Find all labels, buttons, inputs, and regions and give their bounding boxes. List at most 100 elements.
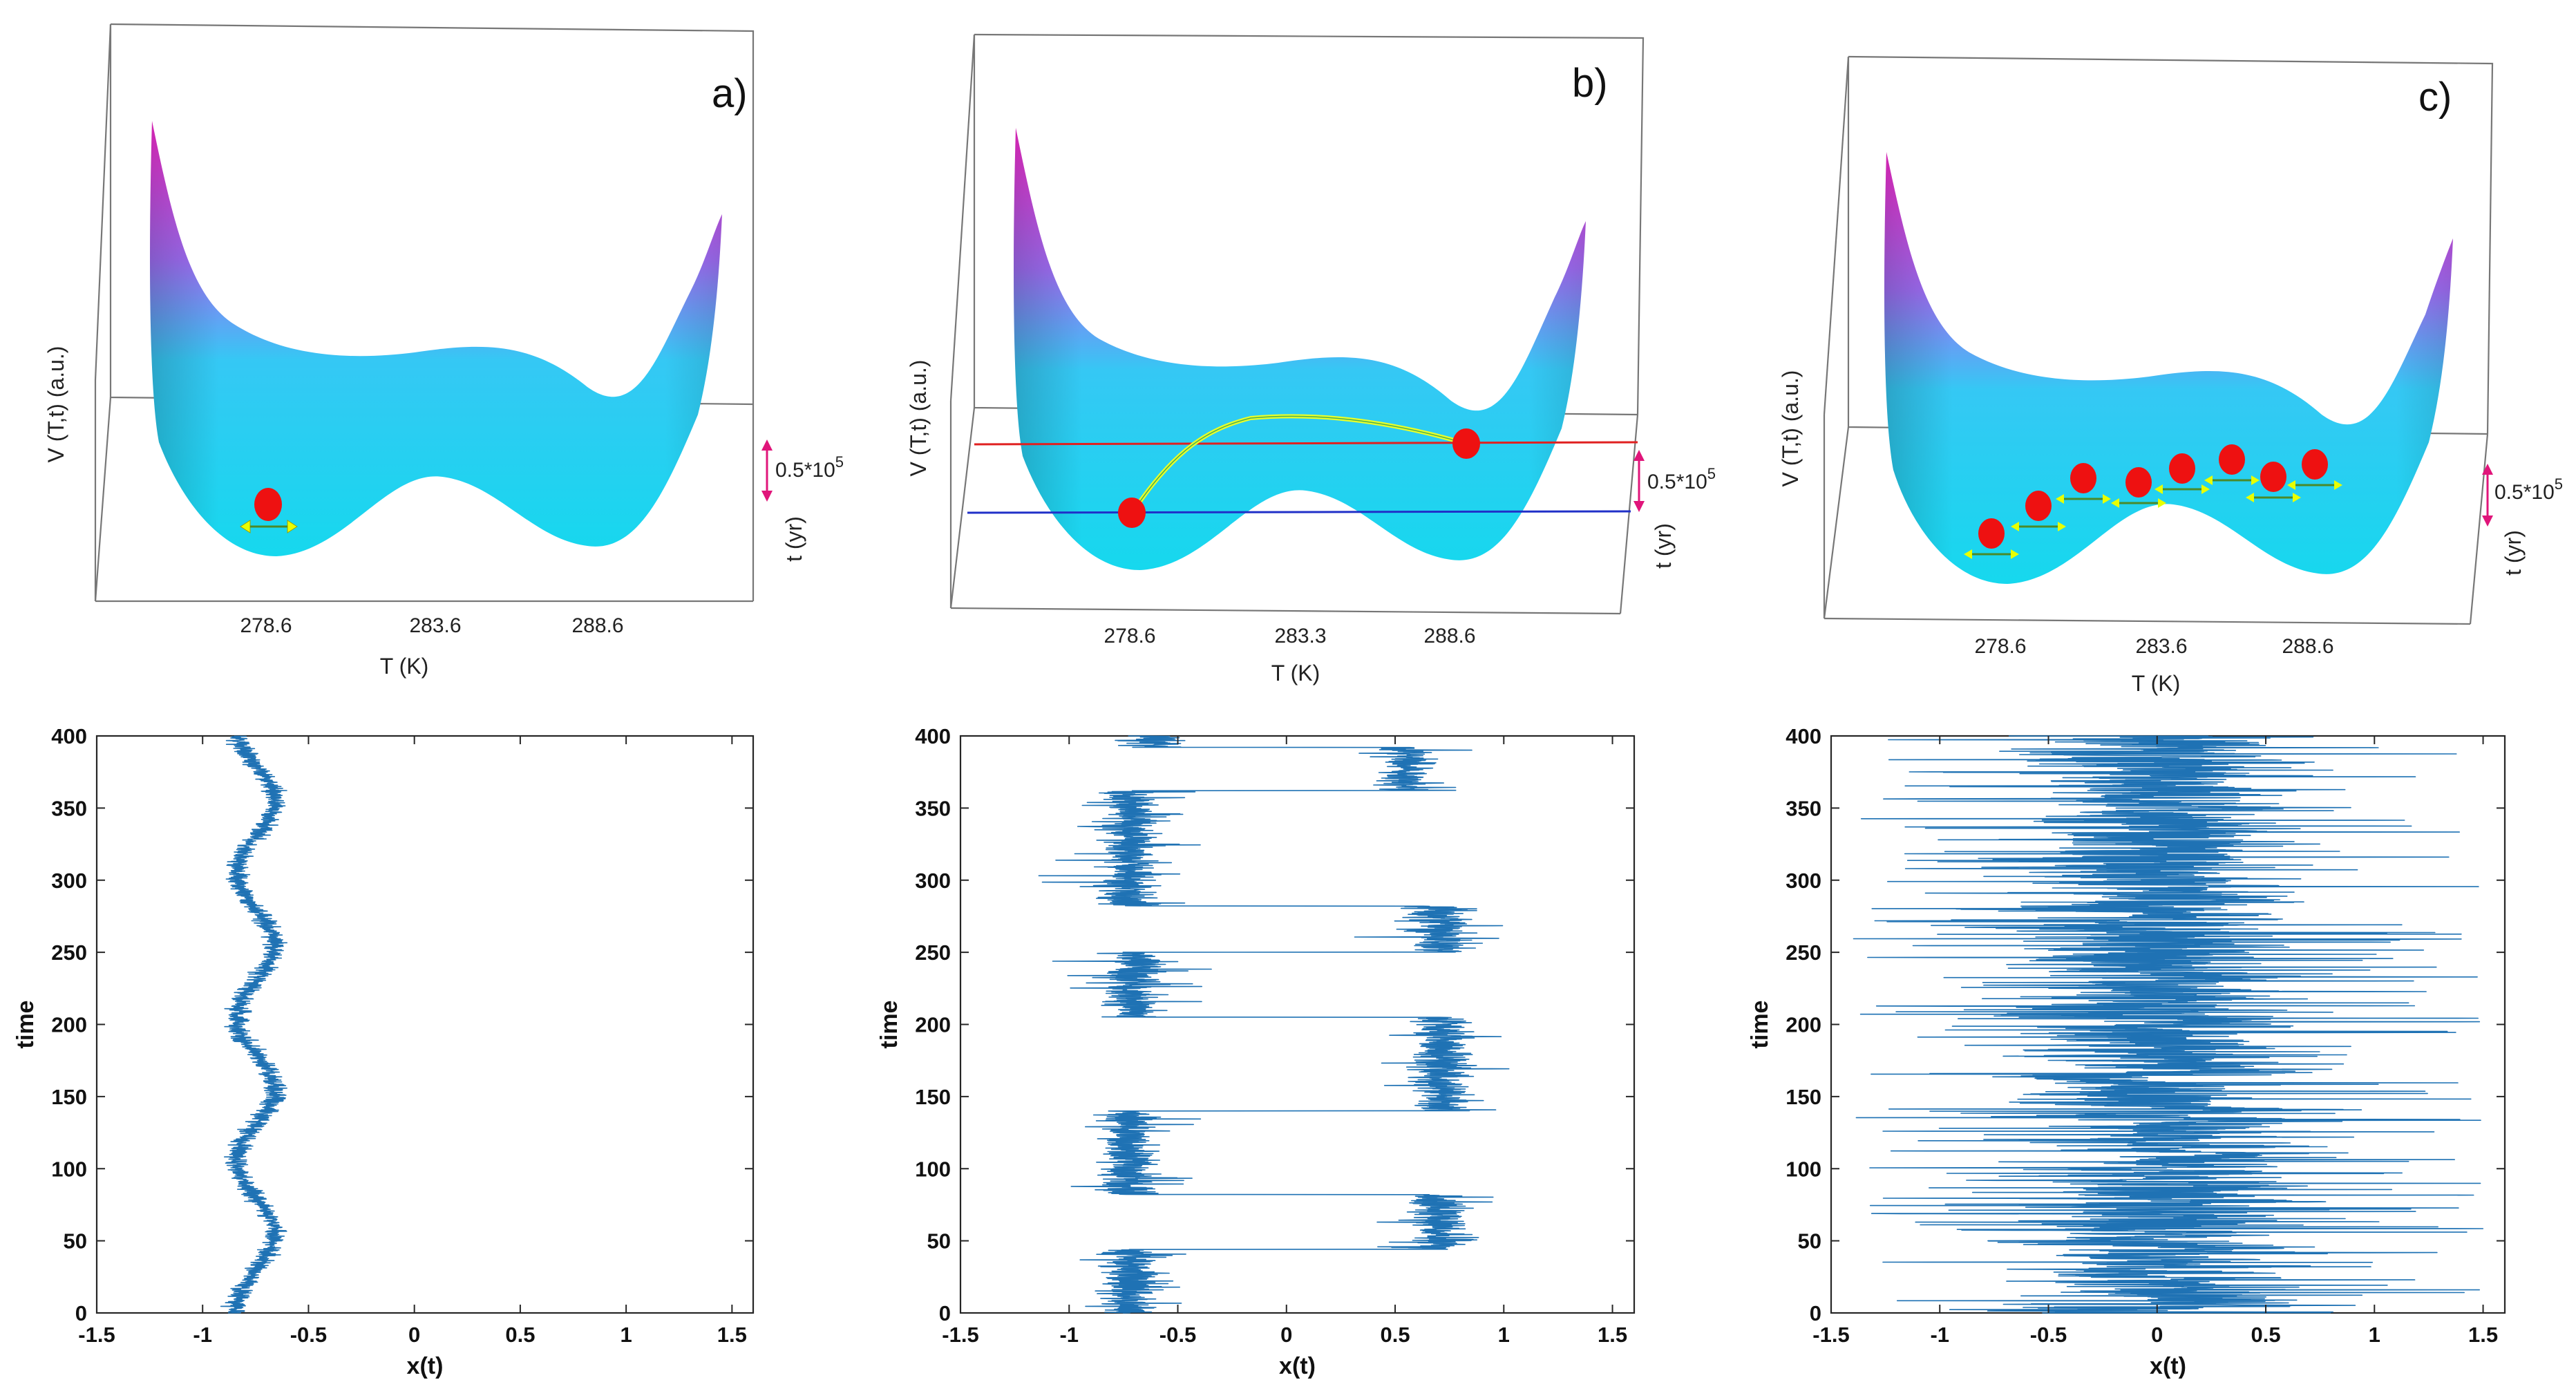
y-tick-label: 350: [915, 796, 951, 820]
panel-c-particles: [1964, 444, 2342, 559]
panel-a-zlabel: t (yr): [782, 516, 806, 562]
x-tick-label: 0: [408, 1323, 420, 1347]
x-tick-label: 1.5: [717, 1323, 747, 1347]
panel-a-xlabel: T (K): [380, 654, 429, 679]
y-tick-label: 100: [915, 1157, 951, 1181]
x-tick-label: 0: [1280, 1323, 1292, 1347]
y-tick-label: 350: [51, 796, 87, 820]
x-tick-label: -1.5: [1812, 1323, 1849, 1347]
y-tick-label: 200: [51, 1013, 87, 1037]
panel-c-xtick-1: 278.6: [1974, 635, 2026, 658]
panel-a-arrow-icon: [240, 520, 298, 533]
panel-b-x-ticks: 278.6 283.3 288.6: [1104, 625, 1475, 647]
x-tick-label: 0.5: [1380, 1323, 1410, 1347]
panel-a-xtick-1: 278.6: [240, 614, 292, 637]
panel-a-potential: a) 278.6 283.6 288.6 T (K) V (T,t) (a.u.…: [44, 23, 844, 679]
y-tick-label: 300: [51, 869, 87, 893]
timeseries-c: -1.5 -1 -0.5 0 0.5 1 1.5 0 50 100 150 200 250 300 350 4…: [1747, 724, 2506, 1379]
y-tick-label: 300: [915, 869, 951, 893]
panel-a-xtick-2: 283.6: [409, 614, 461, 637]
y-tick-label: 50: [64, 1229, 87, 1254]
y-axis-label: time: [876, 1001, 902, 1049]
panel-a-ylabel: V (T,t) (a.u.): [44, 346, 68, 463]
x-axis-label: x(t): [2150, 1353, 2186, 1379]
panel-b-xtick-2: 283.3: [1274, 625, 1326, 647]
y-tick-label: 0: [75, 1301, 87, 1325]
y-tick-label: 100: [51, 1157, 87, 1181]
y-axis-label: time: [12, 1001, 39, 1049]
panel-a-x-ticks: 278.6 283.6 288.6: [240, 614, 623, 637]
y-tick-label: 250: [1786, 940, 1821, 965]
y-tick-label: 0: [1810, 1301, 1821, 1325]
x-tick-label: -0.5: [2030, 1323, 2067, 1347]
x-tick-label: 1.5: [2468, 1323, 2498, 1347]
x-tick-label: 1: [2369, 1323, 2380, 1347]
x-tick-label: -1: [1059, 1323, 1079, 1347]
y-tick-label: 150: [1786, 1085, 1821, 1109]
y-tick-label: 100: [1786, 1157, 1821, 1181]
y-tick-label: 200: [1786, 1013, 1821, 1037]
y-tick-label: 0: [939, 1301, 951, 1325]
panel-b-xlabel: T (K): [1271, 661, 1320, 685]
y-tick-label: 150: [51, 1085, 87, 1109]
panel-c-particle: [2154, 453, 2210, 494]
x-tick-label: -0.5: [290, 1323, 327, 1347]
panel-b-potential: b) 278.6 283.3 288.6 T (K) V (T,t) (a.u.…: [906, 33, 1716, 685]
panel-b-warm-level-line: [974, 441, 1638, 446]
y-tick-label: 350: [1786, 796, 1821, 820]
x-tick-label: -1: [1930, 1323, 1949, 1347]
panel-b-xtick-1: 278.6: [1104, 625, 1155, 647]
panel-c-particle: [2246, 462, 2301, 502]
y-tick-label: 250: [915, 940, 951, 965]
series-line: [220, 735, 288, 1314]
panel-c-scale-label: 0.5*105: [2494, 475, 2563, 504]
panel-c-particle: [2056, 463, 2111, 504]
panel-c-scale-arrow-icon: [2482, 464, 2493, 527]
x-tick-label: 1: [1498, 1323, 1510, 1347]
panel-b-particle-cold: [1118, 498, 1146, 528]
y-axis-label: time: [1747, 1001, 1773, 1049]
x-tick-label: 0.5: [2251, 1323, 2280, 1347]
panel-a-scale-label: 0.5*105: [775, 453, 844, 482]
panel-c-potential: c) 278.6 283.6 288.6 T (K) V (T,t) (a.u.…: [1778, 55, 2563, 696]
series-line: [1853, 735, 2484, 1314]
panel-c-particle: [2204, 444, 2260, 485]
y-tick-label: 200: [915, 1013, 951, 1037]
panel-b-particle-warm: [1452, 428, 1480, 459]
panel-b-letter: b): [1572, 61, 1608, 106]
y-tick-label: 400: [915, 724, 951, 748]
panel-b-scale-arrow-icon: [1633, 450, 1645, 512]
y-tick-label: 150: [915, 1085, 951, 1109]
x-axis-label: x(t): [407, 1353, 444, 1379]
panel-b-cold-level-line: [967, 510, 1631, 514]
panel-b-scale-label: 0.5*105: [1647, 465, 1716, 493]
panel-c-ylabel: V (T,t) (a.u.): [1778, 370, 1803, 487]
panel-c-x-ticks: 278.6 283.6 288.6: [1974, 635, 2333, 658]
panel-b-ylabel: V (T,t) (a.u.): [906, 360, 931, 477]
y-tick-label: 300: [1786, 869, 1821, 893]
panel-c-xlabel: T (K): [2132, 671, 2181, 696]
x-axis-label: x(t): [1279, 1353, 1316, 1379]
y-tick-label: 400: [51, 724, 87, 748]
x-tick-label: 1.5: [1598, 1323, 1627, 1347]
panel-a-scale-arrow-icon: [761, 439, 773, 502]
x-tick-label: 0: [2151, 1323, 2163, 1347]
panel-c-particle: [2011, 491, 2066, 531]
panel-a-xtick-3: 288.6: [571, 614, 623, 637]
panel-b-zlabel: t (yr): [1651, 523, 1676, 569]
x-tick-label: -1.5: [942, 1323, 978, 1347]
y-tick-label: 50: [1798, 1229, 1821, 1254]
panel-c-particle: [1964, 518, 2019, 559]
panel-c-letter: c): [2418, 75, 2452, 120]
plot-frame: [959, 735, 1636, 1314]
panel-b-xtick-3: 288.6: [1423, 625, 1475, 647]
y-tick-label: 50: [927, 1229, 951, 1254]
panel-c-xtick-3: 288.6: [2282, 635, 2333, 658]
panel-c-zlabel: t (yr): [2501, 530, 2526, 576]
y-tick-label: 400: [1786, 724, 1821, 748]
panel-a-particle: [254, 488, 282, 521]
panel-c-particle: [2111, 467, 2166, 508]
x-tick-label: -1: [193, 1323, 212, 1347]
x-tick-label: -1.5: [78, 1323, 115, 1347]
